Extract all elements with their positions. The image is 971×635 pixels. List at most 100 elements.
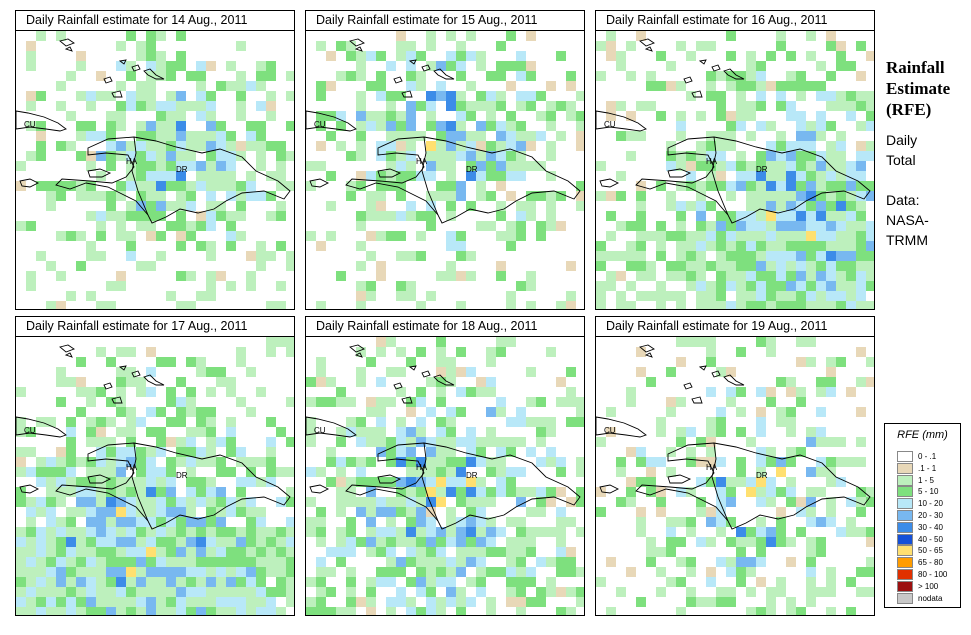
rainfall-cell [186, 507, 196, 517]
rainfall-cell [226, 497, 236, 507]
rainfall-cell [356, 141, 366, 151]
rainfall-cell [766, 151, 776, 161]
rainfall-cell [346, 427, 356, 437]
rainfall-cell [696, 301, 706, 309]
rainfall-cell [256, 71, 266, 81]
rainfall-cell [26, 427, 36, 437]
rainfall-cell [676, 397, 686, 407]
rainfall-cell [96, 231, 106, 241]
rainfall-cell [826, 211, 836, 221]
rainfall-cell [136, 587, 146, 597]
rainfall-cell [146, 577, 156, 587]
rainfall-cell [156, 211, 166, 221]
rainfall-cell [426, 61, 436, 71]
rainfall-cell [776, 221, 786, 231]
rainfall-cell [716, 477, 726, 487]
rainfall-cell [356, 181, 366, 191]
rainfall-cell [96, 301, 106, 309]
rainfall-cell [656, 301, 666, 309]
rainfall-cell [816, 281, 826, 291]
rainfall-cell [266, 211, 276, 221]
rainfall-cell [416, 131, 426, 141]
rainfall-cell [436, 427, 446, 437]
rainfall-cell [196, 597, 206, 607]
rainfall-cell [106, 537, 116, 547]
rainfall-cell [726, 367, 736, 377]
rainfall-cell [516, 211, 526, 221]
rainfall-cell [426, 151, 436, 161]
rainfall-cell [316, 121, 326, 131]
rainfall-cell [396, 587, 406, 597]
rainfall-cell [116, 547, 126, 557]
rainfall-cell [446, 457, 456, 467]
rainfall-cell [266, 437, 276, 447]
rainfall-cell [216, 367, 226, 377]
rainfall-cell [76, 357, 86, 367]
rainfall-cell [406, 407, 416, 417]
rainfall-cell [66, 467, 76, 477]
rainfall-cell [456, 557, 466, 567]
rainfall-cell [546, 81, 556, 91]
rainfall-cell [626, 477, 636, 487]
rainfall-cell [666, 467, 676, 477]
rainfall-cell [806, 577, 816, 587]
rainfall-cell [456, 91, 466, 101]
rainfall-cell [746, 527, 756, 537]
rainfall-cell [146, 347, 156, 357]
rainfall-cell [706, 261, 716, 271]
rainfall-cell [396, 347, 406, 357]
rainfall-cell [376, 261, 386, 271]
rainfall-cell [496, 487, 506, 497]
rainfall-cell [86, 537, 96, 547]
rainfall-cell [66, 557, 76, 567]
rainfall-cell [616, 101, 626, 111]
rainfall-cell [26, 597, 36, 607]
rainfall-cell [376, 181, 386, 191]
rainfall-cell [836, 91, 846, 101]
rainfall-cell [766, 211, 776, 221]
cuba-label: CU [24, 426, 36, 435]
rainfall-cell [316, 161, 326, 171]
rainfall-cell [216, 547, 226, 557]
rainfall-cell [806, 191, 816, 201]
rainfall-cell [856, 41, 866, 51]
rainfall-cell [706, 241, 716, 251]
rainfall-cell [866, 51, 874, 61]
rainfall-cell [546, 557, 556, 567]
rainfall-cell [866, 251, 874, 261]
rainfall-cell [426, 171, 436, 181]
rainfall-cell [766, 281, 776, 291]
rainfall-cell [416, 347, 426, 357]
rainfall-cell [206, 587, 216, 597]
rainfall-cell [776, 301, 786, 309]
rainfall-cell [136, 171, 146, 181]
rainfall-cell [166, 181, 176, 191]
rainfall-cell [776, 457, 786, 467]
rainfall-cell [716, 587, 726, 597]
rainfall-cell [456, 121, 466, 131]
rainfall-cell [106, 497, 116, 507]
rainfall-cell [266, 251, 276, 261]
rainfall-cell [516, 141, 526, 151]
rainfall-cell [866, 271, 874, 281]
rainfall-cell [46, 527, 56, 537]
rainfall-cell [146, 427, 156, 437]
rainfall-cell [836, 221, 846, 231]
rainfall-cell [766, 447, 776, 457]
rainfall-cell [856, 231, 866, 241]
rainfall-cell [846, 577, 856, 587]
rainfall-cell [116, 211, 126, 221]
rainfall-cell [566, 301, 576, 309]
rainfall-cell [166, 111, 176, 121]
rainfall-cell [276, 547, 286, 557]
rainfall-cell [776, 281, 786, 291]
rainfall-cell [526, 61, 536, 71]
rainfall-cell [836, 527, 846, 537]
rainfall-cell [16, 467, 26, 477]
rainfall-cell [746, 567, 756, 577]
rainfall-cell [36, 587, 46, 597]
rainfall-cell [716, 291, 726, 301]
rainfall-cell [276, 171, 286, 181]
rainfall-cell [706, 201, 716, 211]
rainfall-cell [826, 261, 836, 271]
